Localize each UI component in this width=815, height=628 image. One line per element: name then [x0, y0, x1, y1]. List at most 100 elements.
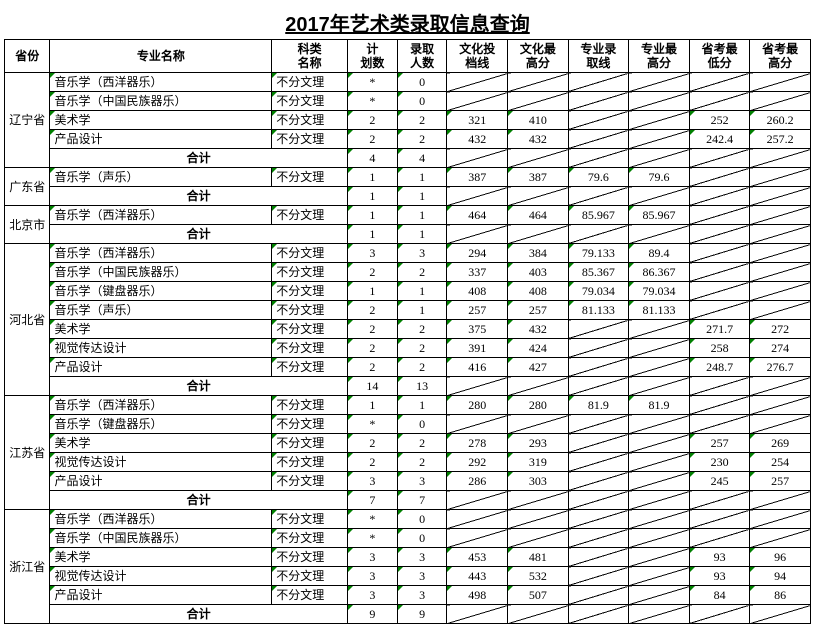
table-row: 浙江省音乐学（西洋器乐）不分文理*0 [5, 510, 811, 529]
cell [568, 130, 629, 149]
cell: 257 [508, 301, 569, 320]
cell [750, 187, 811, 206]
cell: 音乐学（西洋器乐） [50, 73, 272, 92]
col-header: 文化最高分 [508, 40, 569, 73]
table-row: 广东省音乐学（声乐）不分文理1138738779.679.6 [5, 168, 811, 187]
cell [568, 472, 629, 491]
cell: 2 [347, 111, 397, 130]
cell: 532 [508, 567, 569, 586]
cell: 7 [347, 491, 397, 510]
cell: * [347, 73, 397, 92]
subtotal-row: 合计44 [5, 149, 811, 168]
cell: 294 [447, 244, 508, 263]
cell: 美术学 [50, 111, 272, 130]
cell [750, 263, 811, 282]
cell: 3 [397, 586, 447, 605]
cell: 391 [447, 339, 508, 358]
cell [568, 225, 629, 244]
cell: 音乐学（西洋器乐） [50, 396, 272, 415]
cell [508, 73, 569, 92]
cell [447, 225, 508, 244]
cell [568, 339, 629, 358]
cell [568, 586, 629, 605]
cell [568, 510, 629, 529]
cell: 2 [347, 434, 397, 453]
cell: 252 [689, 111, 750, 130]
cell: 9 [397, 605, 447, 624]
cell: 2 [397, 320, 447, 339]
table-row: 视觉传达设计不分文理22292319230254 [5, 453, 811, 472]
cell [750, 415, 811, 434]
cell: 507 [508, 586, 569, 605]
cell [689, 168, 750, 187]
cell: 视觉传达设计 [50, 339, 272, 358]
cell: 不分文理 [272, 206, 348, 225]
cell: 427 [508, 358, 569, 377]
table-row: 音乐学（键盘器乐）不分文理1140840879.03479.034 [5, 282, 811, 301]
cell: 384 [508, 244, 569, 263]
table-row: 音乐学（键盘器乐）不分文理*0 [5, 415, 811, 434]
cell: 96 [750, 548, 811, 567]
cell: 视觉传达设计 [50, 453, 272, 472]
cell: 276.7 [750, 358, 811, 377]
cell: 不分文理 [272, 434, 348, 453]
cell [629, 510, 690, 529]
cell: 3 [347, 244, 397, 263]
cell: 86 [750, 586, 811, 605]
cell: 81.9 [629, 396, 690, 415]
cell: 1 [347, 396, 397, 415]
cell [568, 491, 629, 510]
cell [508, 529, 569, 548]
cell [689, 149, 750, 168]
table-body: 辽宁省音乐学（西洋器乐）不分文理*0音乐学（中国民族器乐）不分文理*0美术学不分… [5, 73, 811, 624]
cell [629, 377, 690, 396]
cell [568, 548, 629, 567]
table-row: 美术学不分文理334534819396 [5, 548, 811, 567]
cell [629, 225, 690, 244]
subtotal-row: 合计1413 [5, 377, 811, 396]
cell [508, 491, 569, 510]
cell: 85.367 [568, 263, 629, 282]
cell: 2 [397, 453, 447, 472]
cell: 3 [397, 472, 447, 491]
cell: 不分文理 [272, 396, 348, 415]
cell: 不分文理 [272, 453, 348, 472]
cell: 音乐学（中国民族器乐） [50, 263, 272, 282]
cell: 不分文理 [272, 130, 348, 149]
cell [750, 510, 811, 529]
col-header: 省份 [5, 40, 50, 73]
cell [629, 73, 690, 92]
col-header: 省考最低分 [689, 40, 750, 73]
table-row: 音乐学（中国民族器乐）不分文理*0 [5, 92, 811, 111]
cell: 2 [397, 358, 447, 377]
cell: 1 [397, 282, 447, 301]
cell: * [347, 529, 397, 548]
cell [629, 320, 690, 339]
cell: 4 [347, 149, 397, 168]
cell [447, 529, 508, 548]
cell: 0 [397, 92, 447, 111]
cell: 278 [447, 434, 508, 453]
cell: 1 [397, 225, 447, 244]
cell: 2 [347, 358, 397, 377]
cell: 3 [347, 472, 397, 491]
cell: 不分文理 [272, 567, 348, 586]
cell: 不分文理 [272, 415, 348, 434]
col-header: 省考最高分 [750, 40, 811, 73]
cell [750, 301, 811, 320]
cell: 432 [508, 320, 569, 339]
cell [689, 491, 750, 510]
cell: 合计 [50, 225, 348, 244]
cell [508, 225, 569, 244]
cell: 3 [347, 548, 397, 567]
cell [750, 491, 811, 510]
cell: 3 [397, 548, 447, 567]
cell: 292 [447, 453, 508, 472]
cell: 81.133 [568, 301, 629, 320]
cell: 79.6 [629, 168, 690, 187]
cell [629, 149, 690, 168]
cell: 254 [750, 453, 811, 472]
cell: 音乐学（中国民族器乐） [50, 529, 272, 548]
cell: 9 [347, 605, 397, 624]
col-header: 计划数 [347, 40, 397, 73]
